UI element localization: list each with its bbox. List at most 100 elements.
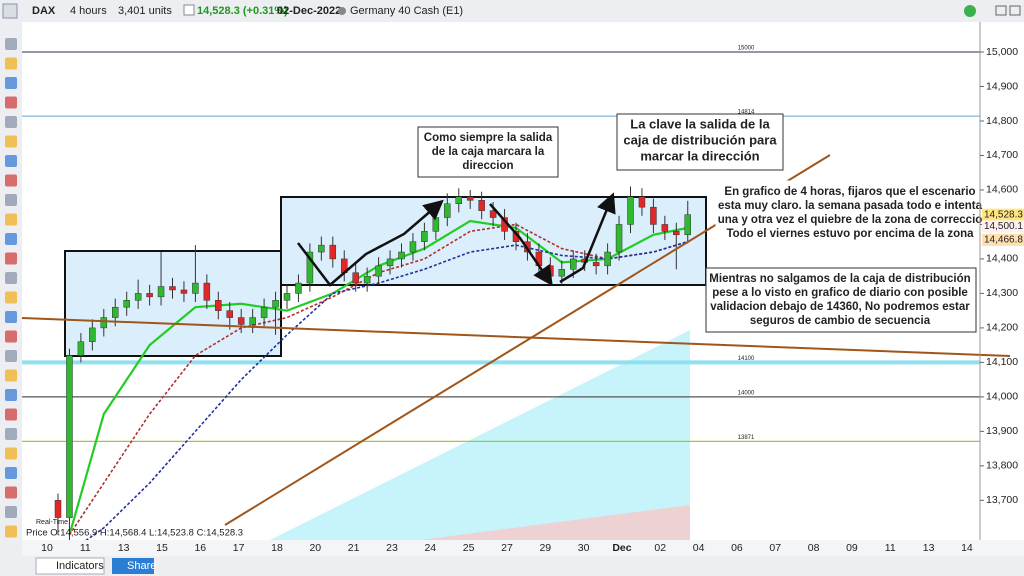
level-label: 13871 bbox=[738, 435, 755, 441]
tool-icon[interactable] bbox=[5, 291, 17, 304]
levels: 15000 14814 14100 14000 13871 bbox=[22, 46, 980, 442]
tool-icon[interactable] bbox=[5, 330, 17, 343]
candle-body bbox=[650, 206, 657, 225]
tool-icon[interactable] bbox=[5, 233, 17, 245]
tool-icon[interactable] bbox=[5, 57, 17, 70]
annotation-text: La clave la salida de la bbox=[630, 116, 770, 131]
annotation-text: esta muy claro. la semana pasada todo e … bbox=[718, 200, 983, 212]
annotation-text: una y otra vez el quiebre de la zona de … bbox=[718, 214, 983, 226]
tool-icon[interactable] bbox=[5, 389, 17, 401]
tool-icon[interactable] bbox=[5, 369, 17, 382]
checkbox[interactable] bbox=[183, 4, 195, 16]
y-tick-label: 14,900 bbox=[986, 80, 1018, 92]
annotation-box[interactable] bbox=[616, 113, 784, 171]
candle-body bbox=[100, 317, 108, 329]
candle-body bbox=[558, 269, 566, 277]
tool-icon[interactable] bbox=[5, 135, 17, 148]
candle-body bbox=[684, 214, 691, 236]
tool-icons bbox=[5, 38, 17, 538]
candle-body bbox=[398, 251, 405, 260]
tool-icon[interactable] bbox=[5, 486, 17, 499]
candles bbox=[54, 186, 691, 542]
tool-icon[interactable] bbox=[5, 447, 17, 460]
candle-body bbox=[386, 258, 394, 267]
window-icon[interactable] bbox=[1009, 5, 1021, 16]
arrow[interactable] bbox=[297, 199, 444, 287]
tool-icon[interactable] bbox=[5, 467, 17, 479]
x-tick-label: 08 bbox=[808, 542, 820, 554]
arrow[interactable] bbox=[559, 192, 616, 284]
share-button[interactable] bbox=[112, 558, 154, 574]
candle-body bbox=[54, 500, 62, 518]
tool-icon[interactable] bbox=[5, 38, 17, 50]
level-label: 15000 bbox=[738, 46, 755, 52]
symbol[interactable]: DAX bbox=[32, 5, 56, 17]
candle-body bbox=[661, 224, 669, 232]
x-tick-label: 11 bbox=[80, 542, 91, 554]
tool-icon[interactable] bbox=[5, 96, 17, 109]
annotation-box[interactable] bbox=[417, 126, 559, 178]
x-tick-label: 06 bbox=[731, 542, 743, 554]
candle-body bbox=[547, 265, 554, 277]
candle-body bbox=[237, 317, 245, 325]
tool-icon[interactable] bbox=[5, 213, 17, 226]
left-toolbar bbox=[0, 22, 22, 556]
candle-body bbox=[673, 231, 680, 236]
price-tag-label: 14,528.3 bbox=[984, 209, 1023, 220]
level-label: 14000 bbox=[738, 390, 755, 396]
candle-body bbox=[455, 196, 462, 204]
status-dot bbox=[338, 7, 346, 15]
candle-body bbox=[295, 282, 302, 294]
x-tick-label: 29 bbox=[539, 542, 551, 554]
bottom-toolbar bbox=[0, 556, 1024, 576]
share-label[interactable]: Share bbox=[127, 560, 156, 572]
y-tick-label: 13,900 bbox=[986, 425, 1018, 437]
x-tick-label: 15 bbox=[156, 542, 168, 554]
candle-body bbox=[421, 231, 428, 242]
candle-body bbox=[432, 217, 440, 232]
timeframe[interactable]: 4 hours bbox=[70, 5, 107, 17]
annotation-text: marcar la dirección bbox=[640, 148, 759, 163]
x-tick-label: 17 bbox=[233, 542, 245, 554]
tool-icon[interactable] bbox=[5, 252, 17, 265]
annotation-box[interactable] bbox=[705, 267, 977, 333]
menu-button[interactable] bbox=[2, 3, 18, 19]
tool-icon[interactable] bbox=[5, 194, 17, 206]
tool-icon[interactable] bbox=[5, 428, 17, 440]
units[interactable]: 3,401 units bbox=[118, 5, 172, 17]
tool-icon[interactable] bbox=[5, 272, 17, 284]
tool-icon[interactable] bbox=[5, 77, 17, 89]
x-tick-label: 24 bbox=[424, 542, 436, 554]
x-tick-label: Dec bbox=[612, 542, 631, 554]
candle-body bbox=[215, 300, 222, 311]
tool-icon[interactable] bbox=[5, 174, 17, 187]
arrow[interactable] bbox=[489, 203, 553, 287]
price-tag-label: 14,500.1 bbox=[984, 221, 1023, 232]
candle-body bbox=[260, 306, 268, 318]
candle-body bbox=[638, 196, 646, 208]
tool-icon[interactable] bbox=[5, 506, 17, 518]
tool-icon[interactable] bbox=[5, 525, 17, 538]
x-axis-labels: 10 11 13 15 16 17 18 20 21 23 24 25 27 29 30 Dec 02 04 06 0… bbox=[41, 542, 973, 554]
candle-body bbox=[592, 262, 600, 267]
tool-icon[interactable] bbox=[5, 408, 17, 421]
x-tick-label: 30 bbox=[578, 542, 590, 554]
y-tick-label: 14,000 bbox=[986, 391, 1018, 403]
indicators-label[interactable]: Indicators bbox=[56, 560, 104, 572]
tool-icon[interactable] bbox=[5, 350, 17, 362]
annotation-text: direccion bbox=[462, 160, 513, 172]
refresh-icon[interactable] bbox=[964, 5, 976, 17]
tool-icon[interactable] bbox=[5, 116, 17, 128]
window-icon[interactable] bbox=[995, 5, 1007, 16]
annotation-box[interactable] bbox=[715, 180, 987, 246]
indicators-button[interactable] bbox=[35, 557, 105, 575]
tool-icon[interactable] bbox=[5, 155, 17, 167]
distribution-box[interactable] bbox=[64, 250, 282, 357]
tool-icon[interactable] bbox=[5, 311, 17, 323]
x-tick-label: 13 bbox=[118, 542, 130, 554]
trend-line[interactable] bbox=[21, 317, 1011, 357]
x-tick-label: 13 bbox=[923, 542, 935, 554]
price-tag-label: 14,466.8 bbox=[984, 235, 1023, 246]
drawings bbox=[21, 154, 1011, 526]
